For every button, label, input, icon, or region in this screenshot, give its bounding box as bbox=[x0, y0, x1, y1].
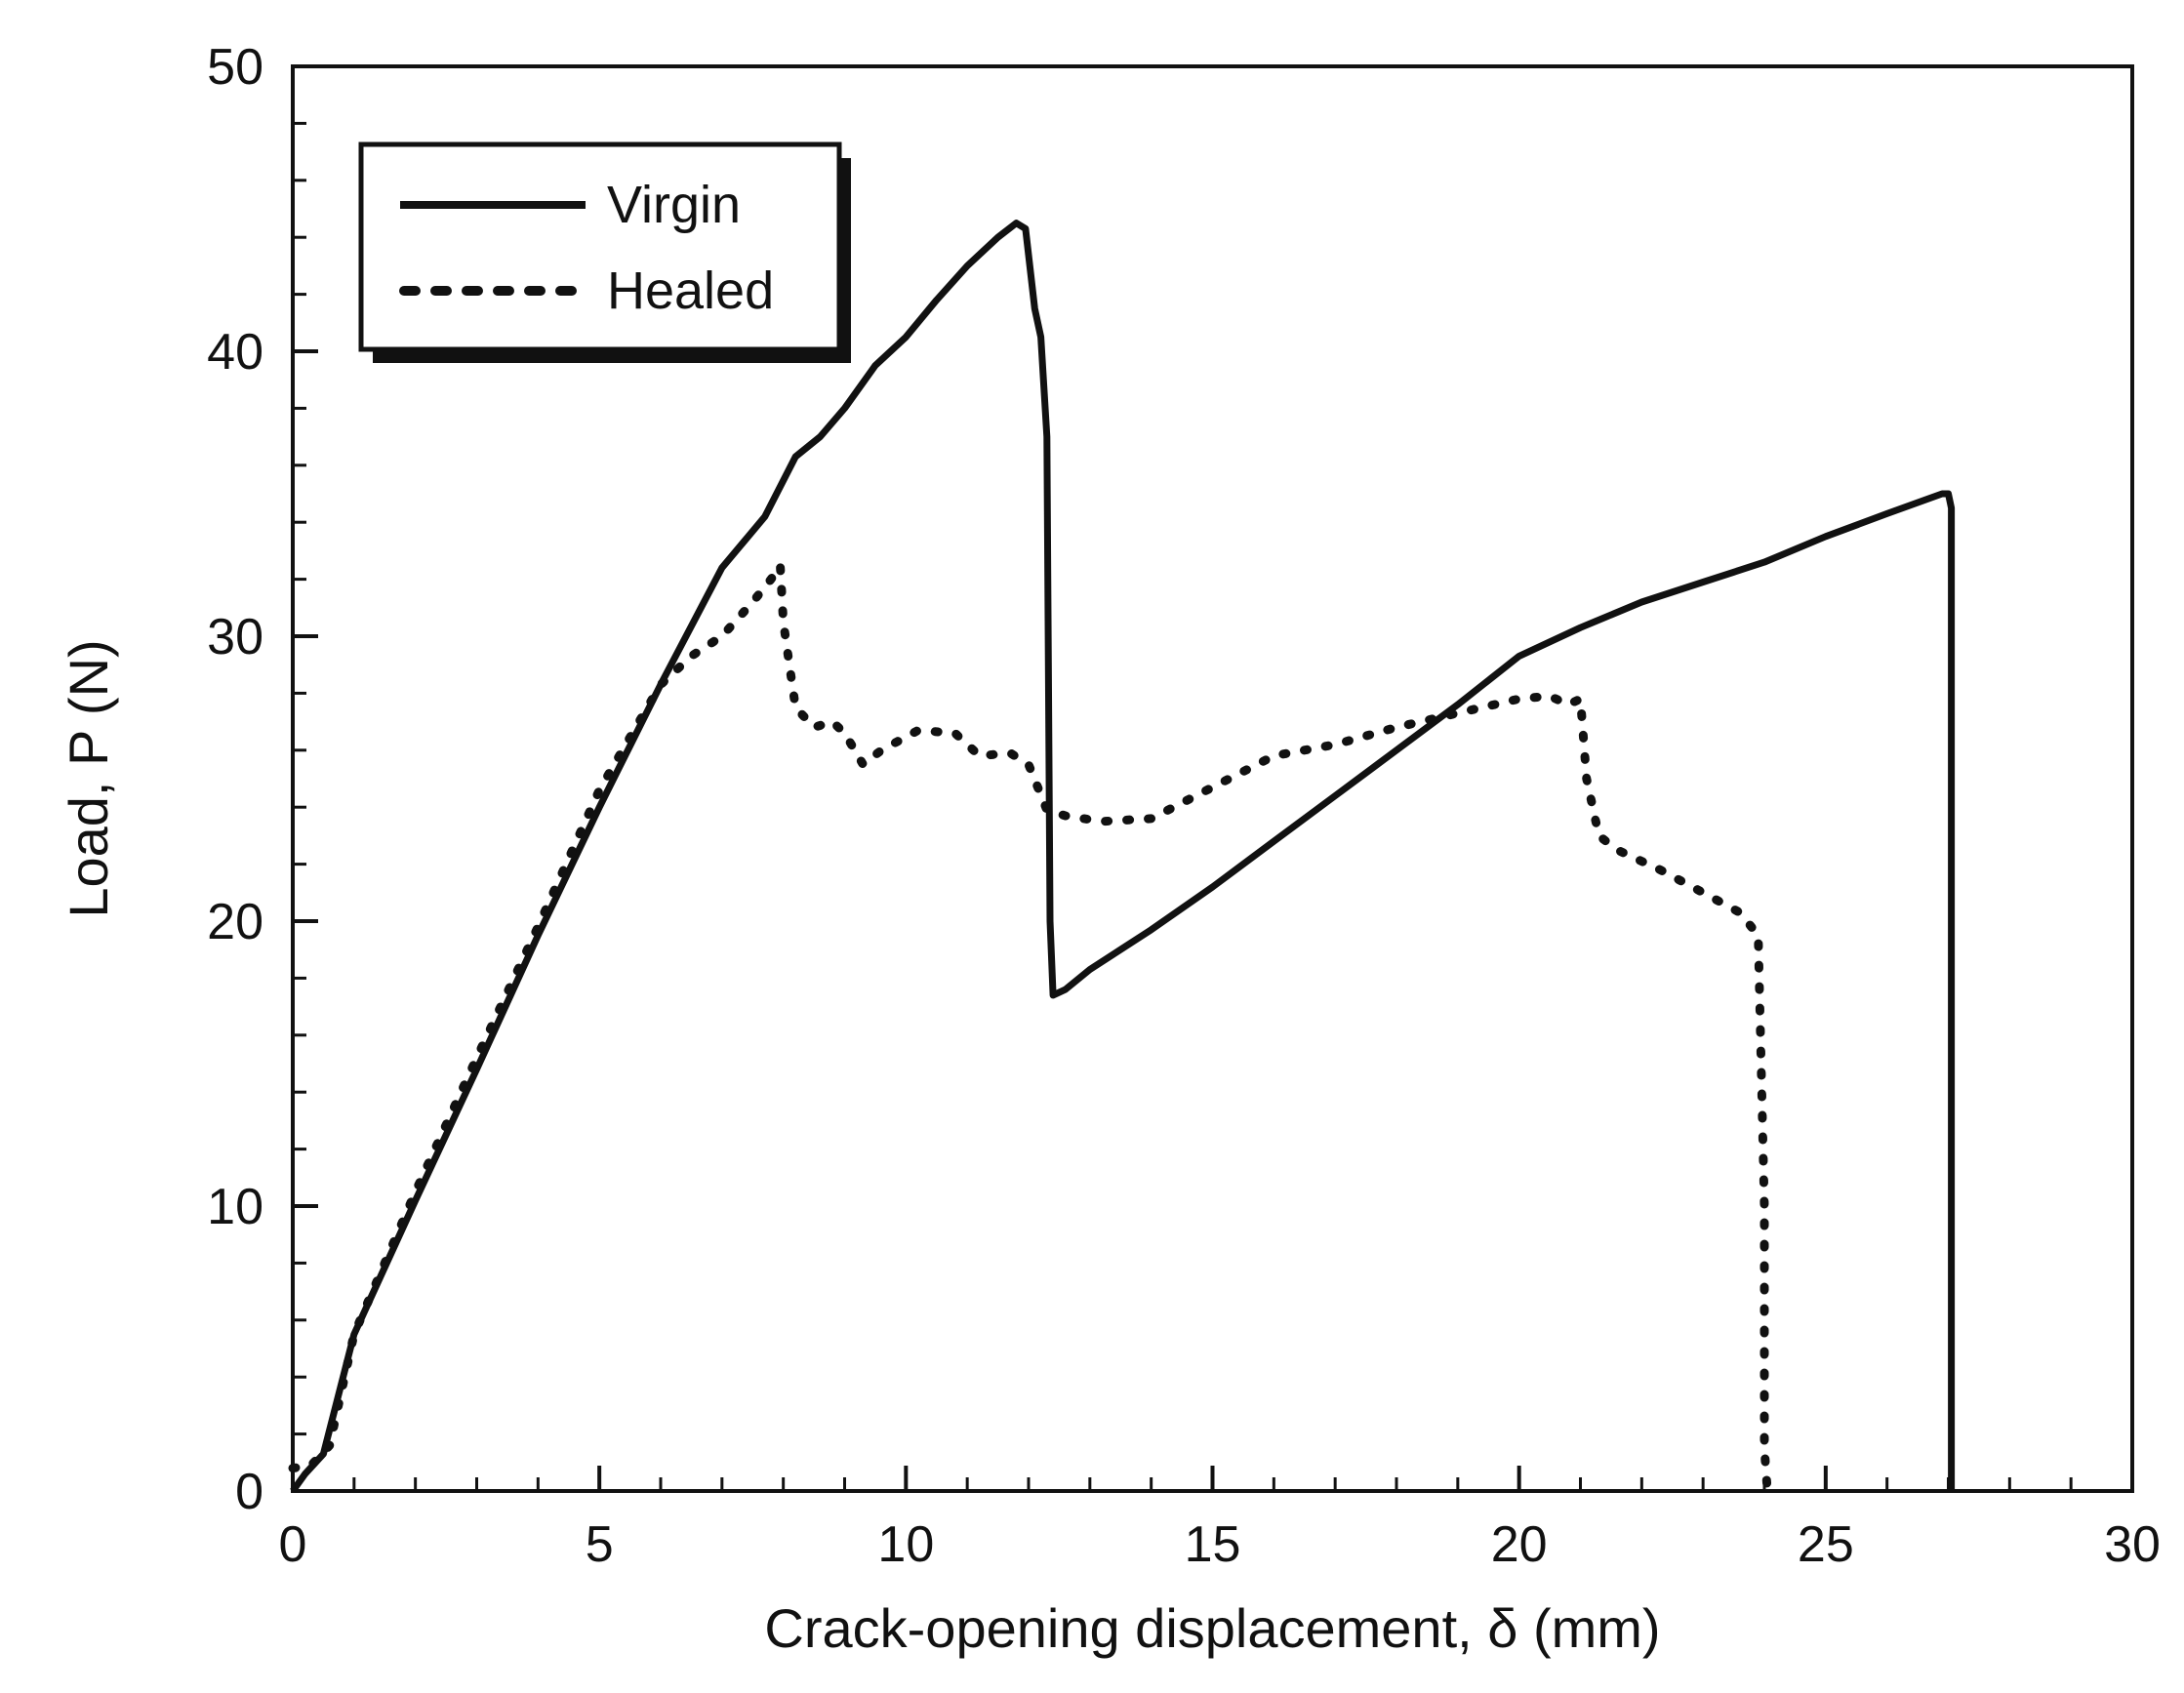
y-tick-label: 30 bbox=[207, 609, 263, 665]
x-tick-label: 10 bbox=[877, 1516, 934, 1573]
legend-label-healed: Healed bbox=[607, 262, 774, 320]
legend: Virgin Healed bbox=[358, 141, 851, 363]
x-tick-labels: 0 5 10 15 20 25 30 bbox=[279, 1516, 2161, 1573]
plot-frame bbox=[291, 64, 2134, 1493]
y-tick-label: 20 bbox=[207, 894, 263, 950]
x-tick-label: 20 bbox=[1491, 1516, 1548, 1573]
y-tick-label: 10 bbox=[207, 1179, 263, 1235]
y-tick-label: 40 bbox=[207, 324, 263, 381]
x-tick-label: 15 bbox=[1185, 1516, 1241, 1573]
y-tick-label: 0 bbox=[235, 1464, 263, 1520]
x-tick-label: 0 bbox=[279, 1516, 307, 1573]
x-tick-label: 30 bbox=[2104, 1516, 2161, 1573]
y-tick-labels: 0 10 20 30 40 50 bbox=[207, 39, 263, 1520]
y-axis-label: Load, P (N) bbox=[58, 639, 119, 917]
x-axis-label: Crack-opening displacement, δ (mm) bbox=[764, 1597, 1660, 1659]
y-tick-label: 50 bbox=[207, 39, 263, 96]
series-line-healed bbox=[288, 560, 1772, 1496]
legend-box bbox=[358, 141, 842, 352]
legend-label-virgin: Virgin bbox=[607, 176, 741, 234]
x-tick-label: 5 bbox=[586, 1516, 614, 1573]
series-layer bbox=[288, 220, 1956, 1496]
x-tick-label: 25 bbox=[1798, 1516, 1854, 1573]
series-line-virgin bbox=[290, 220, 1956, 1494]
